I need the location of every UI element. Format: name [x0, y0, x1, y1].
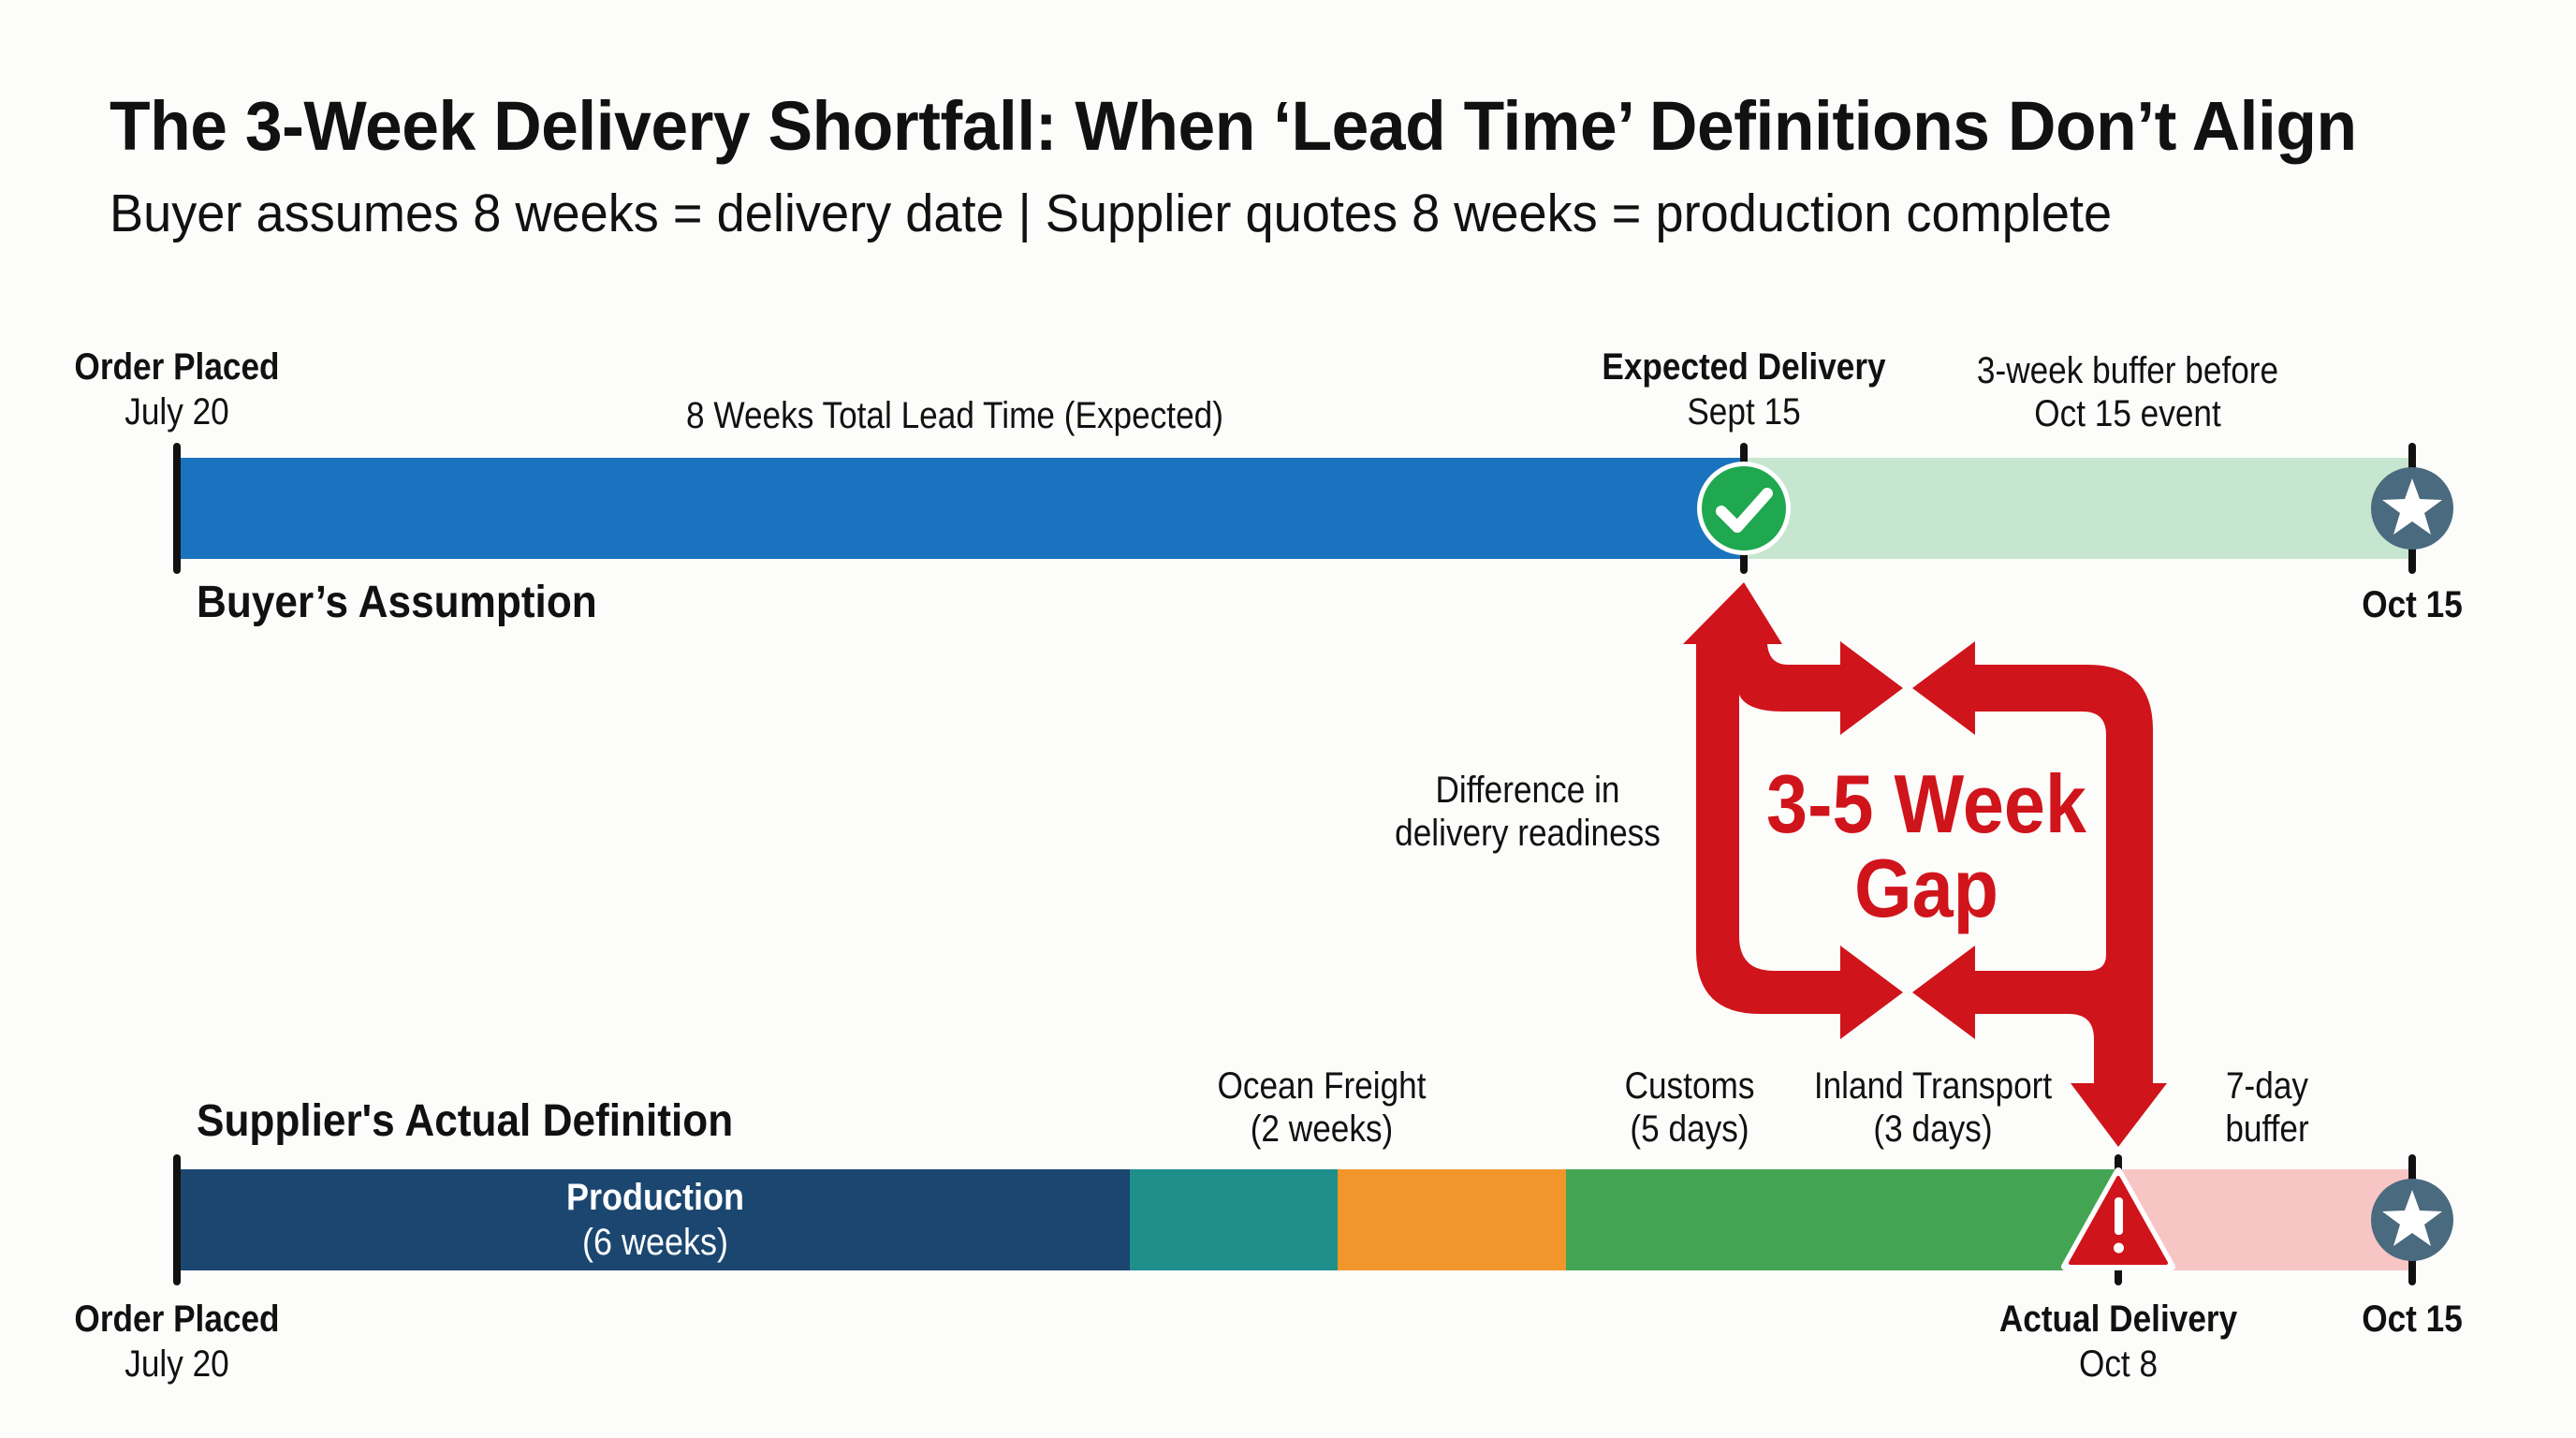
supplier-start-title: Order Placed	[74, 1299, 280, 1340]
ocean-freight-duration: (2 weeks)	[1250, 1108, 1394, 1150]
customs-name: Customs	[1624, 1065, 1755, 1107]
production-name: Production	[566, 1177, 744, 1218]
actual-delivery-title: Actual Delivery	[1998, 1299, 2238, 1340]
gap-side-line2: delivery readiness	[1395, 813, 1661, 854]
gap-headline-line2: Gap	[1853, 842, 1999, 934]
gap-side-line1: Difference in	[1435, 770, 1620, 811]
ocean-freight-name: Ocean Freight	[1217, 1065, 1427, 1107]
buyer-row-label: Buyer’s Assumption	[197, 578, 597, 627]
gap-headline-line1: 3-5 Week	[1766, 757, 2086, 850]
buyer-start-tick	[173, 443, 181, 574]
warning-triangle-icon	[2061, 1167, 2175, 1270]
inland-transport-name: Inland Transport	[1813, 1065, 2053, 1107]
supplier-start-date: July 20	[124, 1343, 229, 1385]
supplier-row-label: Supplier's Actual Definition	[197, 1096, 734, 1146]
ocean-freight-segment	[1130, 1169, 1338, 1270]
buyer-start-title: Order Placed	[74, 346, 280, 388]
buyer-buffer-line1: 3-week buffer before	[1976, 350, 2279, 391]
buyer-lead-time-bar	[181, 458, 1744, 559]
page-subtitle: Buyer assumes 8 weeks = delivery date | …	[110, 183, 2113, 243]
expected-delivery-date: Sept 15	[1687, 391, 1801, 433]
star-circle-icon	[2371, 467, 2453, 550]
production-segment: Production (6 weeks)	[181, 1169, 1130, 1270]
buyer-start-date: July 20	[124, 391, 229, 433]
inland-transport-segment	[1566, 1169, 2118, 1270]
buyer-buffer-line2: Oct 15 event	[2034, 393, 2221, 434]
check-circle-icon	[1697, 462, 1791, 555]
supplier-start-tick	[173, 1154, 181, 1285]
star-circle-icon	[2371, 1179, 2453, 1261]
actual-delivery-date: Oct 8	[2078, 1343, 2159, 1385]
buyer-buffer-bar	[1744, 458, 2412, 559]
buyer-end-date: Oct 15	[2362, 584, 2463, 625]
production-duration: (6 weeks)	[581, 1222, 729, 1263]
customs-segment	[1338, 1169, 1566, 1270]
buyer-lead-time-label: 8 Weeks Total Lead Time (Expected)	[686, 395, 1223, 436]
expected-delivery-title: Expected Delivery	[1602, 346, 1886, 388]
supplier-buffer-line2: buffer	[2225, 1108, 2309, 1150]
converging-arrows-icon	[1683, 582, 2167, 1147]
customs-duration: (5 days)	[1630, 1108, 1749, 1150]
inland-transport-duration: (3 days)	[1873, 1108, 1993, 1150]
page-title: The 3-Week Delivery Shortfall: When ‘Lea…	[110, 87, 2357, 165]
supplier-buffer-line1: 7-day	[2225, 1065, 2309, 1107]
supplier-end-date: Oct 15	[2362, 1299, 2463, 1340]
